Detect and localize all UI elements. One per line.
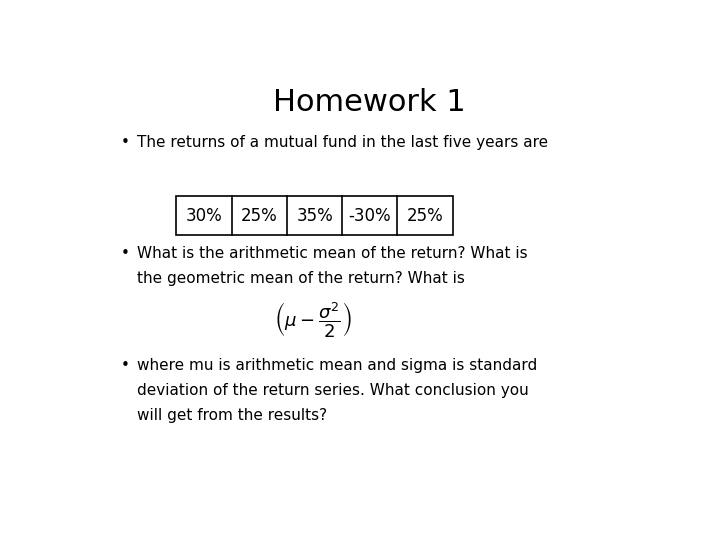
Text: the geometric mean of the return? What is: the geometric mean of the return? What i… bbox=[138, 271, 465, 286]
Text: 25%: 25% bbox=[241, 206, 278, 225]
Text: -30%: -30% bbox=[348, 206, 391, 225]
Text: What is the arithmetic mean of the return? What is: What is the arithmetic mean of the retur… bbox=[138, 246, 528, 261]
Text: will get from the results?: will get from the results? bbox=[138, 408, 328, 423]
Text: 25%: 25% bbox=[407, 206, 444, 225]
Bar bbox=[176, 196, 453, 235]
Text: where mu is arithmetic mean and sigma is standard: where mu is arithmetic mean and sigma is… bbox=[138, 358, 538, 373]
Text: •: • bbox=[121, 358, 130, 373]
Text: $\left(\mu - \dfrac{\sigma^2}{2}\right)$: $\left(\mu - \dfrac{\sigma^2}{2}\right)$ bbox=[274, 300, 352, 339]
Text: •: • bbox=[121, 136, 130, 151]
Text: 35%: 35% bbox=[296, 206, 333, 225]
Text: •: • bbox=[121, 246, 130, 261]
Text: deviation of the return series. What conclusion you: deviation of the return series. What con… bbox=[138, 383, 529, 398]
Text: 30%: 30% bbox=[186, 206, 222, 225]
Text: Homework 1: Homework 1 bbox=[273, 87, 465, 117]
Text: The returns of a mutual fund in the last five years are: The returns of a mutual fund in the last… bbox=[138, 136, 549, 151]
